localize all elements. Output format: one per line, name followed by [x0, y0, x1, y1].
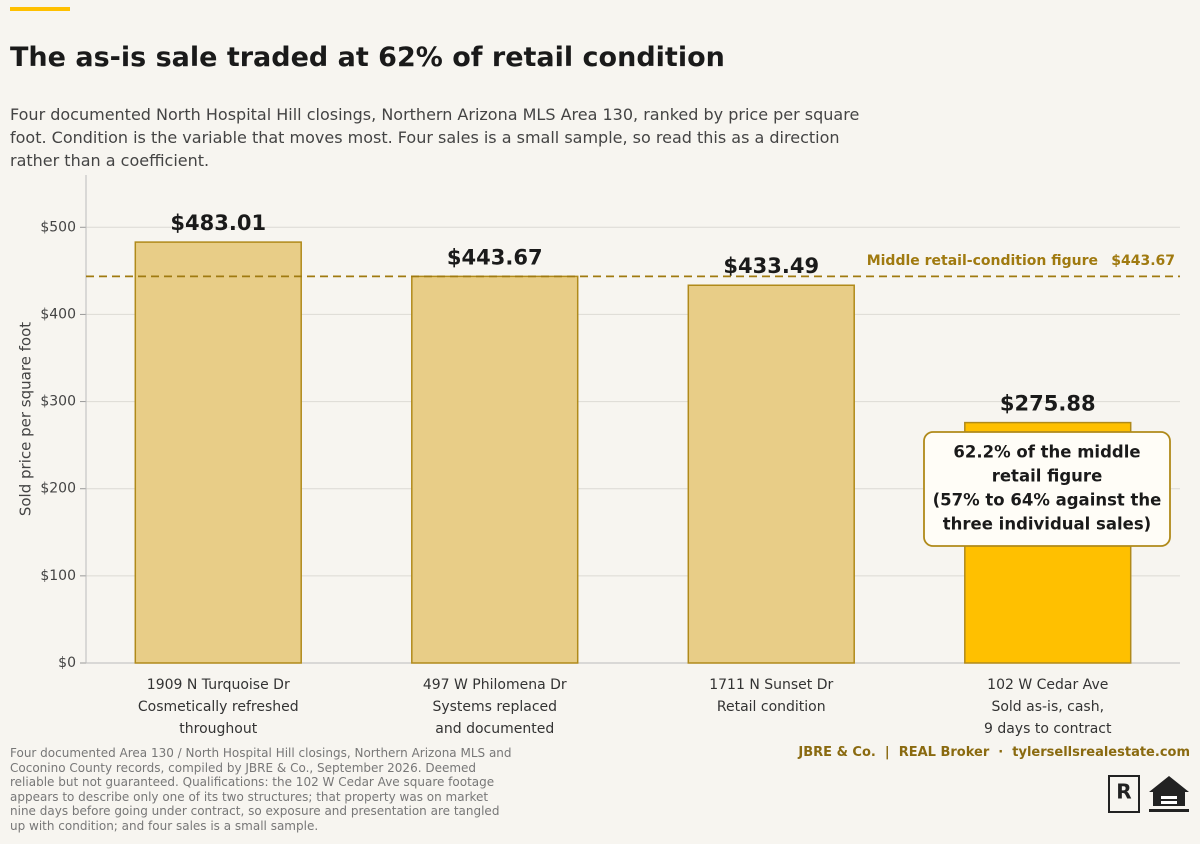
chart: Sold price per square foot $0 $100 $200 $30… [17, 175, 1180, 737]
equal-housing-caption [1149, 809, 1189, 812]
y-tick-label: $300 [40, 394, 76, 410]
equal-housing-bar [1161, 796, 1177, 799]
realtor-mark: R [1116, 780, 1131, 804]
annotation-text: retail figure [992, 467, 1103, 486]
bar [687, 284, 855, 664]
annotation-text: 62.2% of the middle [953, 443, 1140, 462]
annotation-text: (57% to 64% against the [933, 491, 1162, 510]
chart-title: The as-is sale traded at 62% of retail c… [10, 42, 725, 73]
x-tick-label: 497 W Philomena Dr [423, 677, 567, 693]
chart-subtitle: Four documented North Hospital Hill clos… [10, 105, 860, 170]
y-tick-label: $500 [40, 219, 76, 235]
annotation-text: three individual sales) [943, 515, 1151, 534]
y-tick-label: $100 [40, 568, 76, 584]
x-tick-label: Retail condition [717, 699, 826, 715]
x-tick-label: Cosmetically refreshed [138, 699, 299, 715]
x-tick-label: 1909 N Turquoise Dr [147, 677, 290, 693]
equal-housing-bar [1161, 801, 1177, 804]
x-tick-label: 1711 N Sunset Dr [709, 677, 833, 693]
value-label: $443.67 [447, 245, 543, 269]
y-tick-label: $200 [40, 481, 76, 497]
x-tick-label: Sold as-is, cash, [991, 699, 1104, 715]
value-label: $275.88 [1000, 392, 1096, 416]
realtor-logo [1108, 775, 1140, 813]
y-axis-label: Sold price per square foot [17, 322, 35, 516]
reference-value-label: $443.67 [1111, 253, 1175, 269]
x-tick-label: Systems replaced [432, 699, 557, 715]
y-tick-label: $400 [40, 306, 76, 322]
accent-bar [10, 7, 70, 11]
x-tick-label: 9 days to contract [984, 721, 1112, 737]
bar [411, 275, 579, 664]
x-tick-label: throughout [179, 721, 257, 737]
equal-housing-logo [1149, 776, 1189, 806]
x-tick-label: 102 W Cedar Ave [987, 677, 1108, 693]
y-tick-label: $0 [58, 655, 76, 671]
logos: R [1108, 775, 1189, 813]
annotation-box [923, 431, 1171, 547]
bar [134, 241, 302, 664]
footnote: Four documented Area 130 / North Hospita… [10, 746, 512, 833]
reference-label: Middle retail-condition figure [867, 253, 1098, 269]
value-label: $433.49 [723, 254, 819, 278]
x-tick-label: and documented [435, 721, 554, 737]
value-label: $483.01 [170, 211, 266, 235]
credit: JBRE & Co. | REAL Broker · tylersellsrea… [798, 745, 1190, 760]
